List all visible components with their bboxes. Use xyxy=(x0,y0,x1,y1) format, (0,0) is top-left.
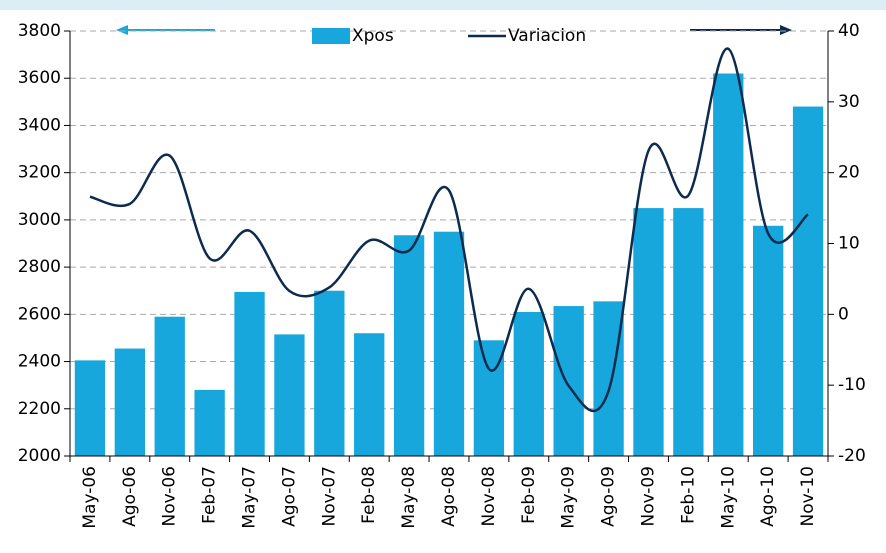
y2-tick-label: -10 xyxy=(838,375,866,395)
y-tick-label: 3400 xyxy=(18,115,61,135)
x-tick-label: Nov-07 xyxy=(319,466,339,527)
y-tick-label: 3800 xyxy=(18,21,61,41)
y-tick-label: 2000 xyxy=(18,446,61,466)
x-tick-label: Feb-07 xyxy=(200,466,220,524)
x-tick-label: Ago-08 xyxy=(439,466,459,527)
y-tick-label: 3000 xyxy=(18,210,61,230)
y2-tick-label: 20 xyxy=(838,163,860,183)
y2-tick-label: 40 xyxy=(838,21,860,41)
bar xyxy=(393,235,425,456)
x-tick-label: Nov-08 xyxy=(479,466,499,527)
y-tick-label: 2800 xyxy=(18,257,61,277)
x-tick-label: Ago-09 xyxy=(599,466,619,527)
bar xyxy=(752,225,784,456)
bar xyxy=(513,311,544,456)
bar xyxy=(194,389,225,456)
x-tick-label: Feb-09 xyxy=(519,466,539,524)
bar xyxy=(154,316,185,456)
y-tick-label: 2400 xyxy=(18,352,61,372)
bar xyxy=(114,348,146,456)
x-tick-label: May-07 xyxy=(240,466,260,529)
x-tick-label: May-10 xyxy=(718,466,738,529)
x-tick-label: Feb-10 xyxy=(678,466,698,524)
y-tick-label: 3200 xyxy=(18,163,61,183)
x-tick-label: May-08 xyxy=(399,466,419,529)
bar xyxy=(473,340,505,456)
legend-label: Xpos xyxy=(352,26,394,46)
x-tick-label: Nov-10 xyxy=(798,466,818,527)
x-tick-label: May-09 xyxy=(559,466,579,529)
bar xyxy=(553,306,584,456)
bar xyxy=(633,208,664,456)
y2-tick-label: -20 xyxy=(838,446,866,466)
legend-label: Variacion xyxy=(508,26,586,46)
bar xyxy=(792,106,824,457)
x-tick-label: Nov-06 xyxy=(160,466,180,527)
bar xyxy=(713,73,744,456)
x-tick-label: Feb-08 xyxy=(359,466,379,524)
y2-tick-label: 10 xyxy=(838,234,860,254)
bar xyxy=(234,291,265,456)
bar xyxy=(433,231,465,456)
x-tick-label: Ago-10 xyxy=(758,466,778,527)
x-tick-label: May-06 xyxy=(80,466,100,529)
y-tick-label: 2600 xyxy=(18,304,61,324)
bar xyxy=(274,334,305,456)
y2-tick-label: 30 xyxy=(838,92,860,112)
bar xyxy=(593,301,624,456)
top-band xyxy=(0,0,886,10)
x-tick-label: Ago-06 xyxy=(120,466,140,527)
x-tick-label: Ago-07 xyxy=(279,466,299,527)
line xyxy=(89,47,809,413)
y-tick-label: 3600 xyxy=(18,68,61,88)
bar xyxy=(314,290,345,456)
x-tick-label: Nov-09 xyxy=(638,466,658,527)
legend-swatch xyxy=(312,28,350,44)
y2-tick-label: 0 xyxy=(838,304,849,324)
bar xyxy=(354,333,385,456)
axis-arrows xyxy=(116,25,792,35)
y-tick-label: 2200 xyxy=(18,399,61,419)
bar xyxy=(74,360,106,456)
bar xyxy=(673,208,704,456)
